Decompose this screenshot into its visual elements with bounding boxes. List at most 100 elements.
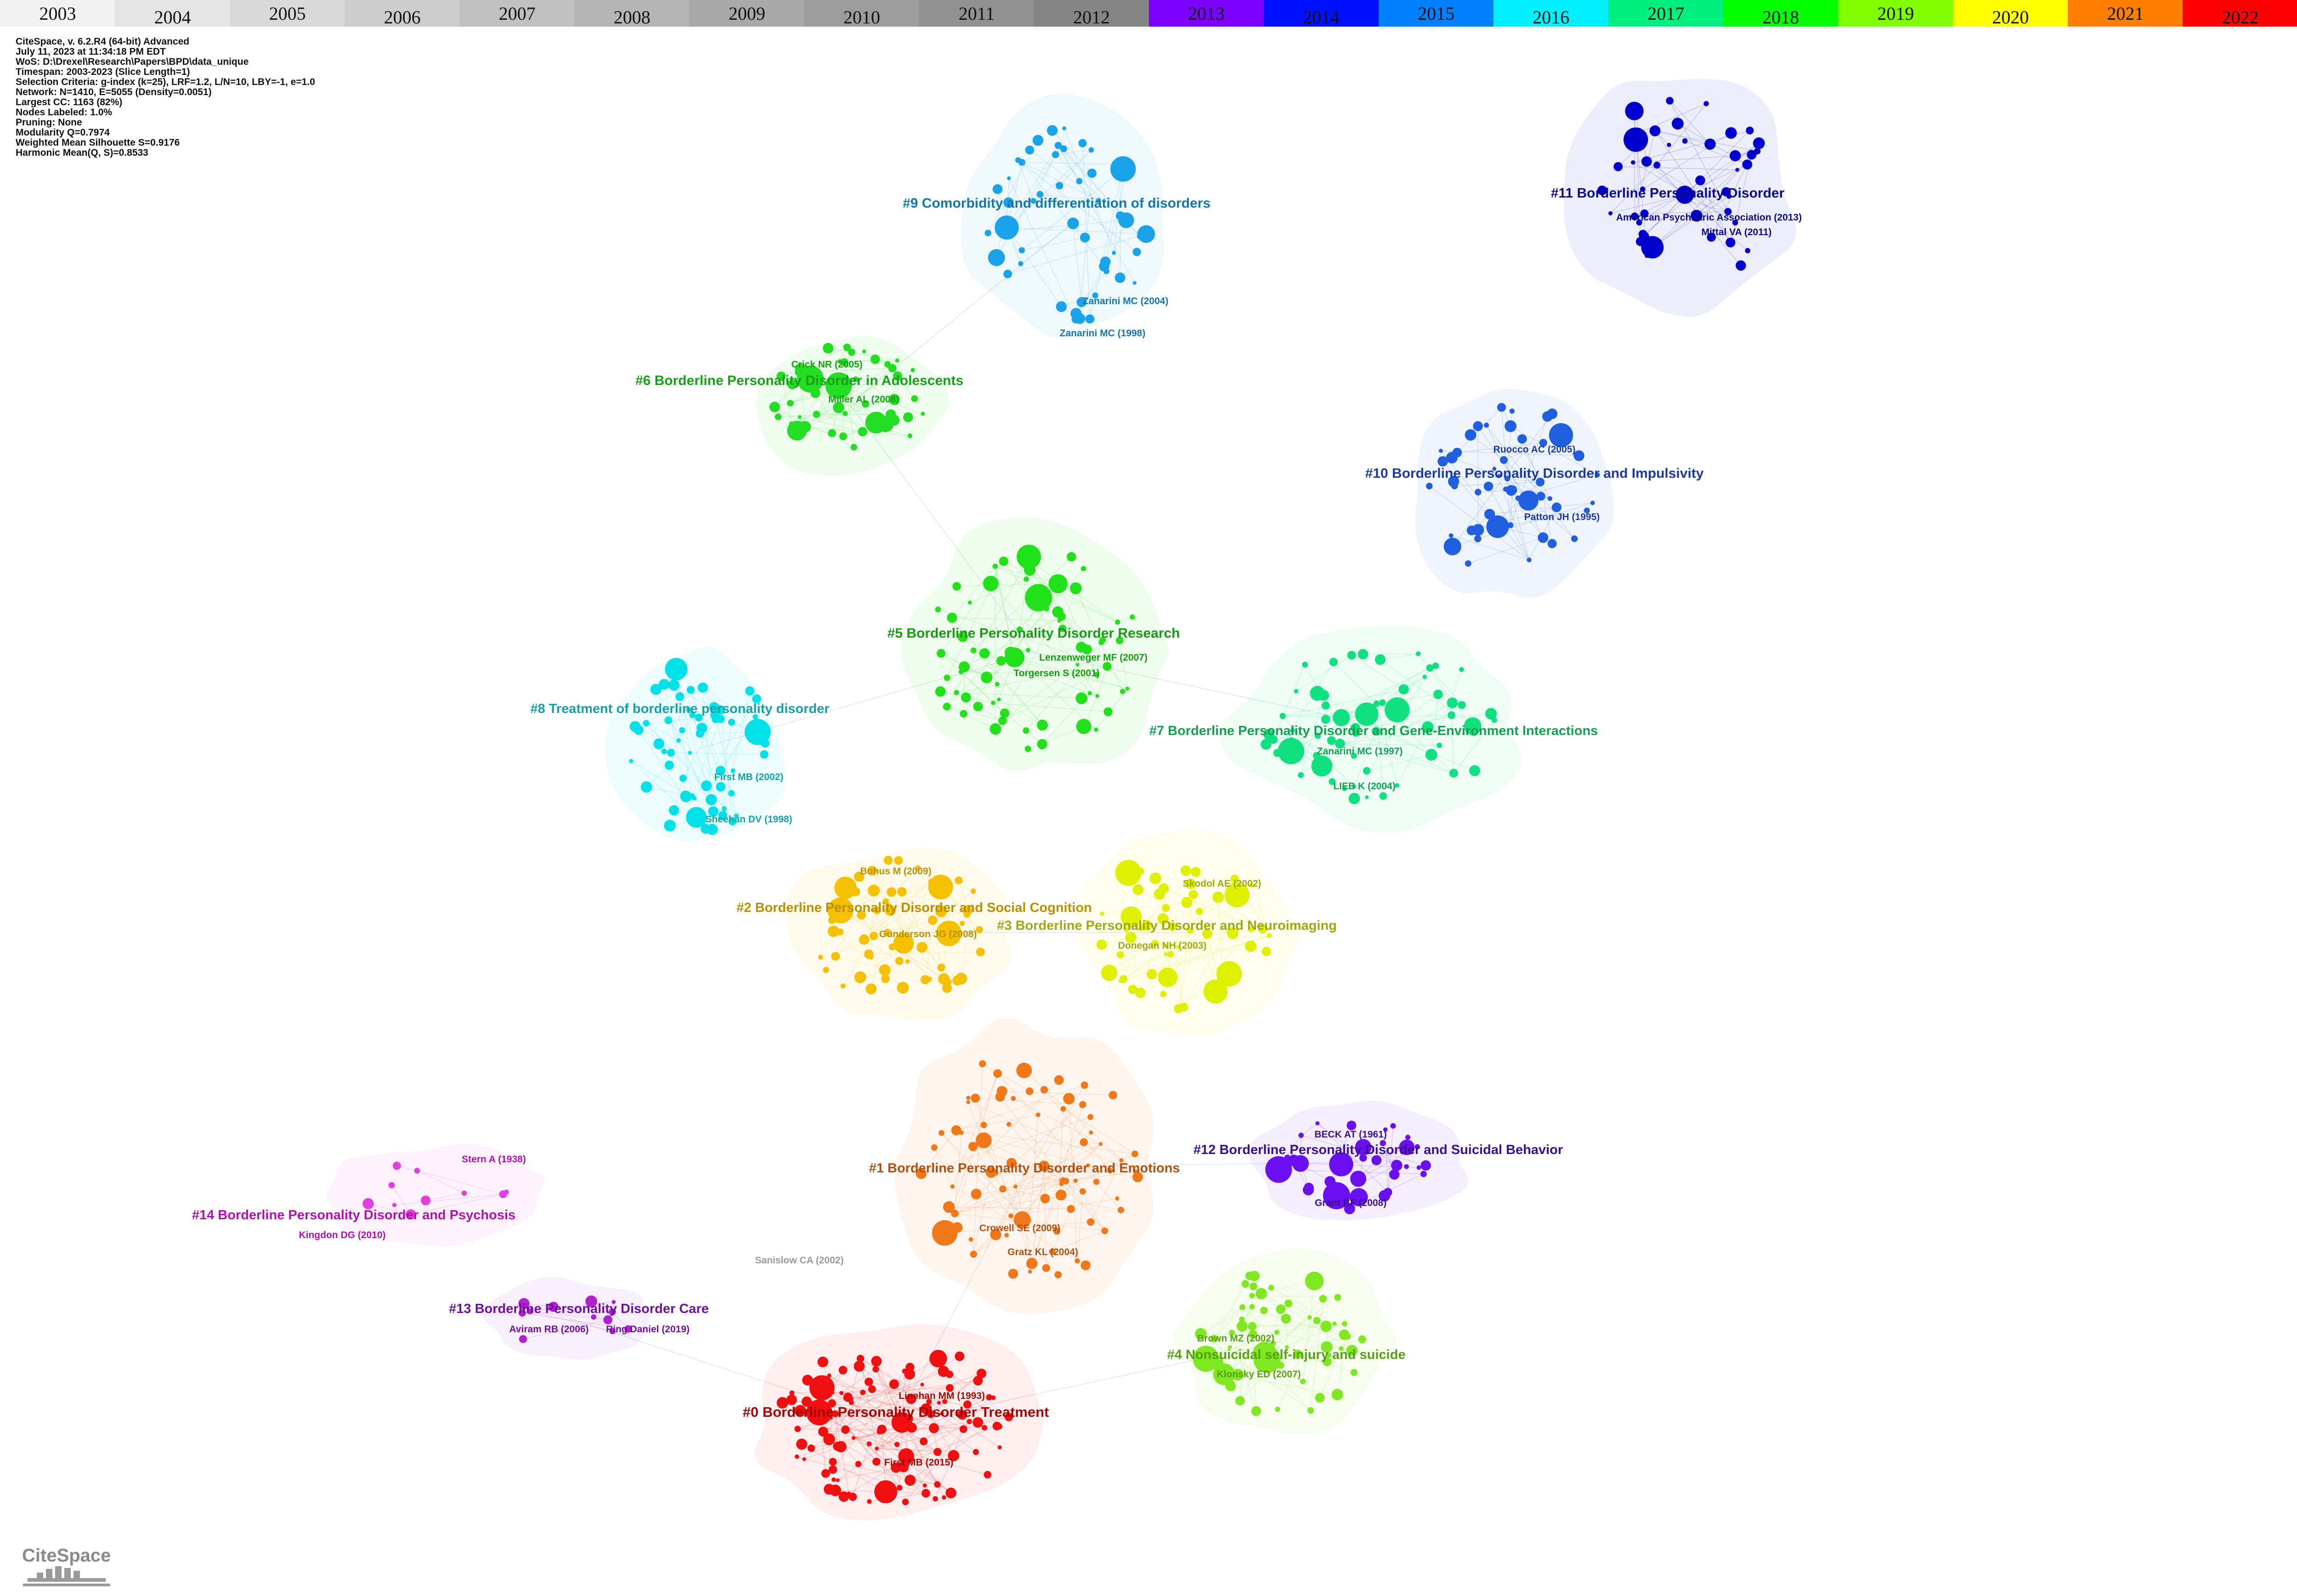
- citation-node[interactable]: [667, 748, 675, 757]
- citation-node[interactable]: [1653, 161, 1661, 169]
- citation-node[interactable]: [1485, 707, 1497, 720]
- citation-node[interactable]: [873, 906, 881, 915]
- citation-node[interactable]: [959, 1130, 964, 1135]
- citation-node[interactable]: [1132, 1150, 1138, 1157]
- citation-node[interactable]: [866, 1441, 872, 1447]
- citation-node[interactable]: [1290, 728, 1295, 733]
- citation-node[interactable]: [1044, 606, 1050, 611]
- citation-node[interactable]: [1241, 1280, 1250, 1288]
- citation-node[interactable]: [1426, 482, 1433, 490]
- citation-node[interactable]: [701, 780, 712, 791]
- citation-node[interactable]: [1125, 932, 1137, 944]
- citation-node[interactable]: [1087, 1114, 1094, 1120]
- citation-node[interactable]: [984, 230, 991, 237]
- citation-node[interactable]: [1094, 727, 1098, 732]
- citation-node[interactable]: [796, 1438, 808, 1450]
- citation-node[interactable]: [1076, 297, 1087, 307]
- citation-node[interactable]: [1115, 636, 1124, 645]
- citation-node[interactable]: [1115, 860, 1142, 886]
- citation-node[interactable]: [1110, 156, 1136, 182]
- citation-node[interactable]: [1103, 707, 1113, 716]
- citation-node[interactable]: [1346, 1345, 1358, 1357]
- citation-node[interactable]: [1300, 1378, 1306, 1385]
- citation-node[interactable]: [1497, 403, 1506, 412]
- citation-node[interactable]: [775, 413, 782, 420]
- citation-node[interactable]: [1087, 691, 1092, 696]
- citation-node[interactable]: [971, 1093, 980, 1103]
- citation-node[interactable]: [728, 719, 735, 726]
- citation-node[interactable]: [1323, 1182, 1350, 1210]
- citation-node[interactable]: [1268, 1285, 1274, 1291]
- citation-node[interactable]: [1549, 423, 1573, 447]
- citation-node[interactable]: [823, 1433, 835, 1445]
- citation-node[interactable]: [858, 427, 867, 436]
- citation-node[interactable]: [868, 1385, 876, 1393]
- citation-node[interactable]: [898, 1448, 914, 1465]
- citation-node[interactable]: [1327, 1353, 1332, 1358]
- citation-node[interactable]: [689, 712, 696, 719]
- citation-node[interactable]: [888, 364, 897, 373]
- citation-node[interactable]: [1458, 701, 1466, 709]
- citation-node[interactable]: [991, 1395, 996, 1400]
- citation-node[interactable]: [1695, 175, 1705, 186]
- citation-node[interactable]: [875, 1446, 879, 1451]
- citation-node[interactable]: [405, 1209, 416, 1220]
- citation-node[interactable]: [1060, 145, 1067, 153]
- citation-node[interactable]: [712, 715, 719, 724]
- citation-node[interactable]: [951, 1125, 962, 1136]
- citation-node[interactable]: [976, 1369, 986, 1379]
- citation-node[interactable]: [664, 716, 673, 724]
- citation-node[interactable]: [1497, 474, 1502, 478]
- citation-node[interactable]: [679, 727, 685, 734]
- citation-node[interactable]: [884, 928, 891, 936]
- citation-node[interactable]: [794, 1426, 801, 1432]
- citation-node[interactable]: [1101, 964, 1118, 981]
- citation-node[interactable]: [1024, 564, 1036, 576]
- citation-node[interactable]: [1203, 979, 1228, 1004]
- citation-node[interactable]: [942, 1495, 946, 1500]
- citation-node[interactable]: [676, 738, 681, 743]
- citation-node[interactable]: [894, 856, 903, 865]
- citation-node[interactable]: [818, 1426, 828, 1437]
- citation-node[interactable]: [937, 1401, 941, 1405]
- citation-node[interactable]: [961, 692, 971, 702]
- citation-node[interactable]: [1007, 176, 1011, 181]
- citation-node[interactable]: [665, 658, 688, 681]
- citation-node[interactable]: [1230, 874, 1239, 883]
- citation-node[interactable]: [697, 682, 708, 693]
- citation-node[interactable]: [1030, 198, 1036, 204]
- citation-node[interactable]: [1624, 127, 1648, 152]
- citation-node[interactable]: [1416, 1165, 1421, 1170]
- citation-node[interactable]: [692, 796, 697, 801]
- citation-node[interactable]: [836, 1478, 840, 1483]
- citation-node[interactable]: [968, 1142, 978, 1151]
- citation-node[interactable]: [1003, 197, 1014, 208]
- citation-node[interactable]: [1630, 212, 1639, 221]
- citation-node[interactable]: [1745, 248, 1751, 254]
- citation-node[interactable]: [414, 1167, 420, 1174]
- citation-node[interactable]: [928, 874, 953, 900]
- citation-node[interactable]: [1132, 884, 1144, 895]
- citation-node[interactable]: [1322, 1357, 1332, 1366]
- citation-node[interactable]: [907, 433, 912, 438]
- citation-node[interactable]: [1625, 102, 1644, 120]
- citation-node[interactable]: [967, 600, 972, 605]
- citation-node[interactable]: [1358, 649, 1369, 660]
- citation-node[interactable]: [1753, 137, 1765, 149]
- citation-node[interactable]: [903, 412, 913, 423]
- citation-node[interactable]: [1080, 1138, 1088, 1147]
- citation-node[interactable]: [1547, 496, 1553, 501]
- citation-node[interactable]: [1735, 168, 1740, 172]
- citation-node[interactable]: [817, 1356, 828, 1368]
- citation-node[interactable]: [983, 576, 999, 592]
- citation-node[interactable]: [847, 1491, 851, 1496]
- citation-node[interactable]: [976, 926, 983, 934]
- citation-node[interactable]: [823, 967, 829, 973]
- citation-node[interactable]: [1380, 1140, 1386, 1146]
- citation-node[interactable]: [829, 1415, 833, 1420]
- citation-node[interactable]: [1236, 1320, 1248, 1332]
- citation-node[interactable]: [1398, 684, 1409, 695]
- citation-node[interactable]: [1350, 1171, 1367, 1187]
- citation-node[interactable]: [1053, 577, 1061, 584]
- citation-node[interactable]: [1448, 711, 1455, 719]
